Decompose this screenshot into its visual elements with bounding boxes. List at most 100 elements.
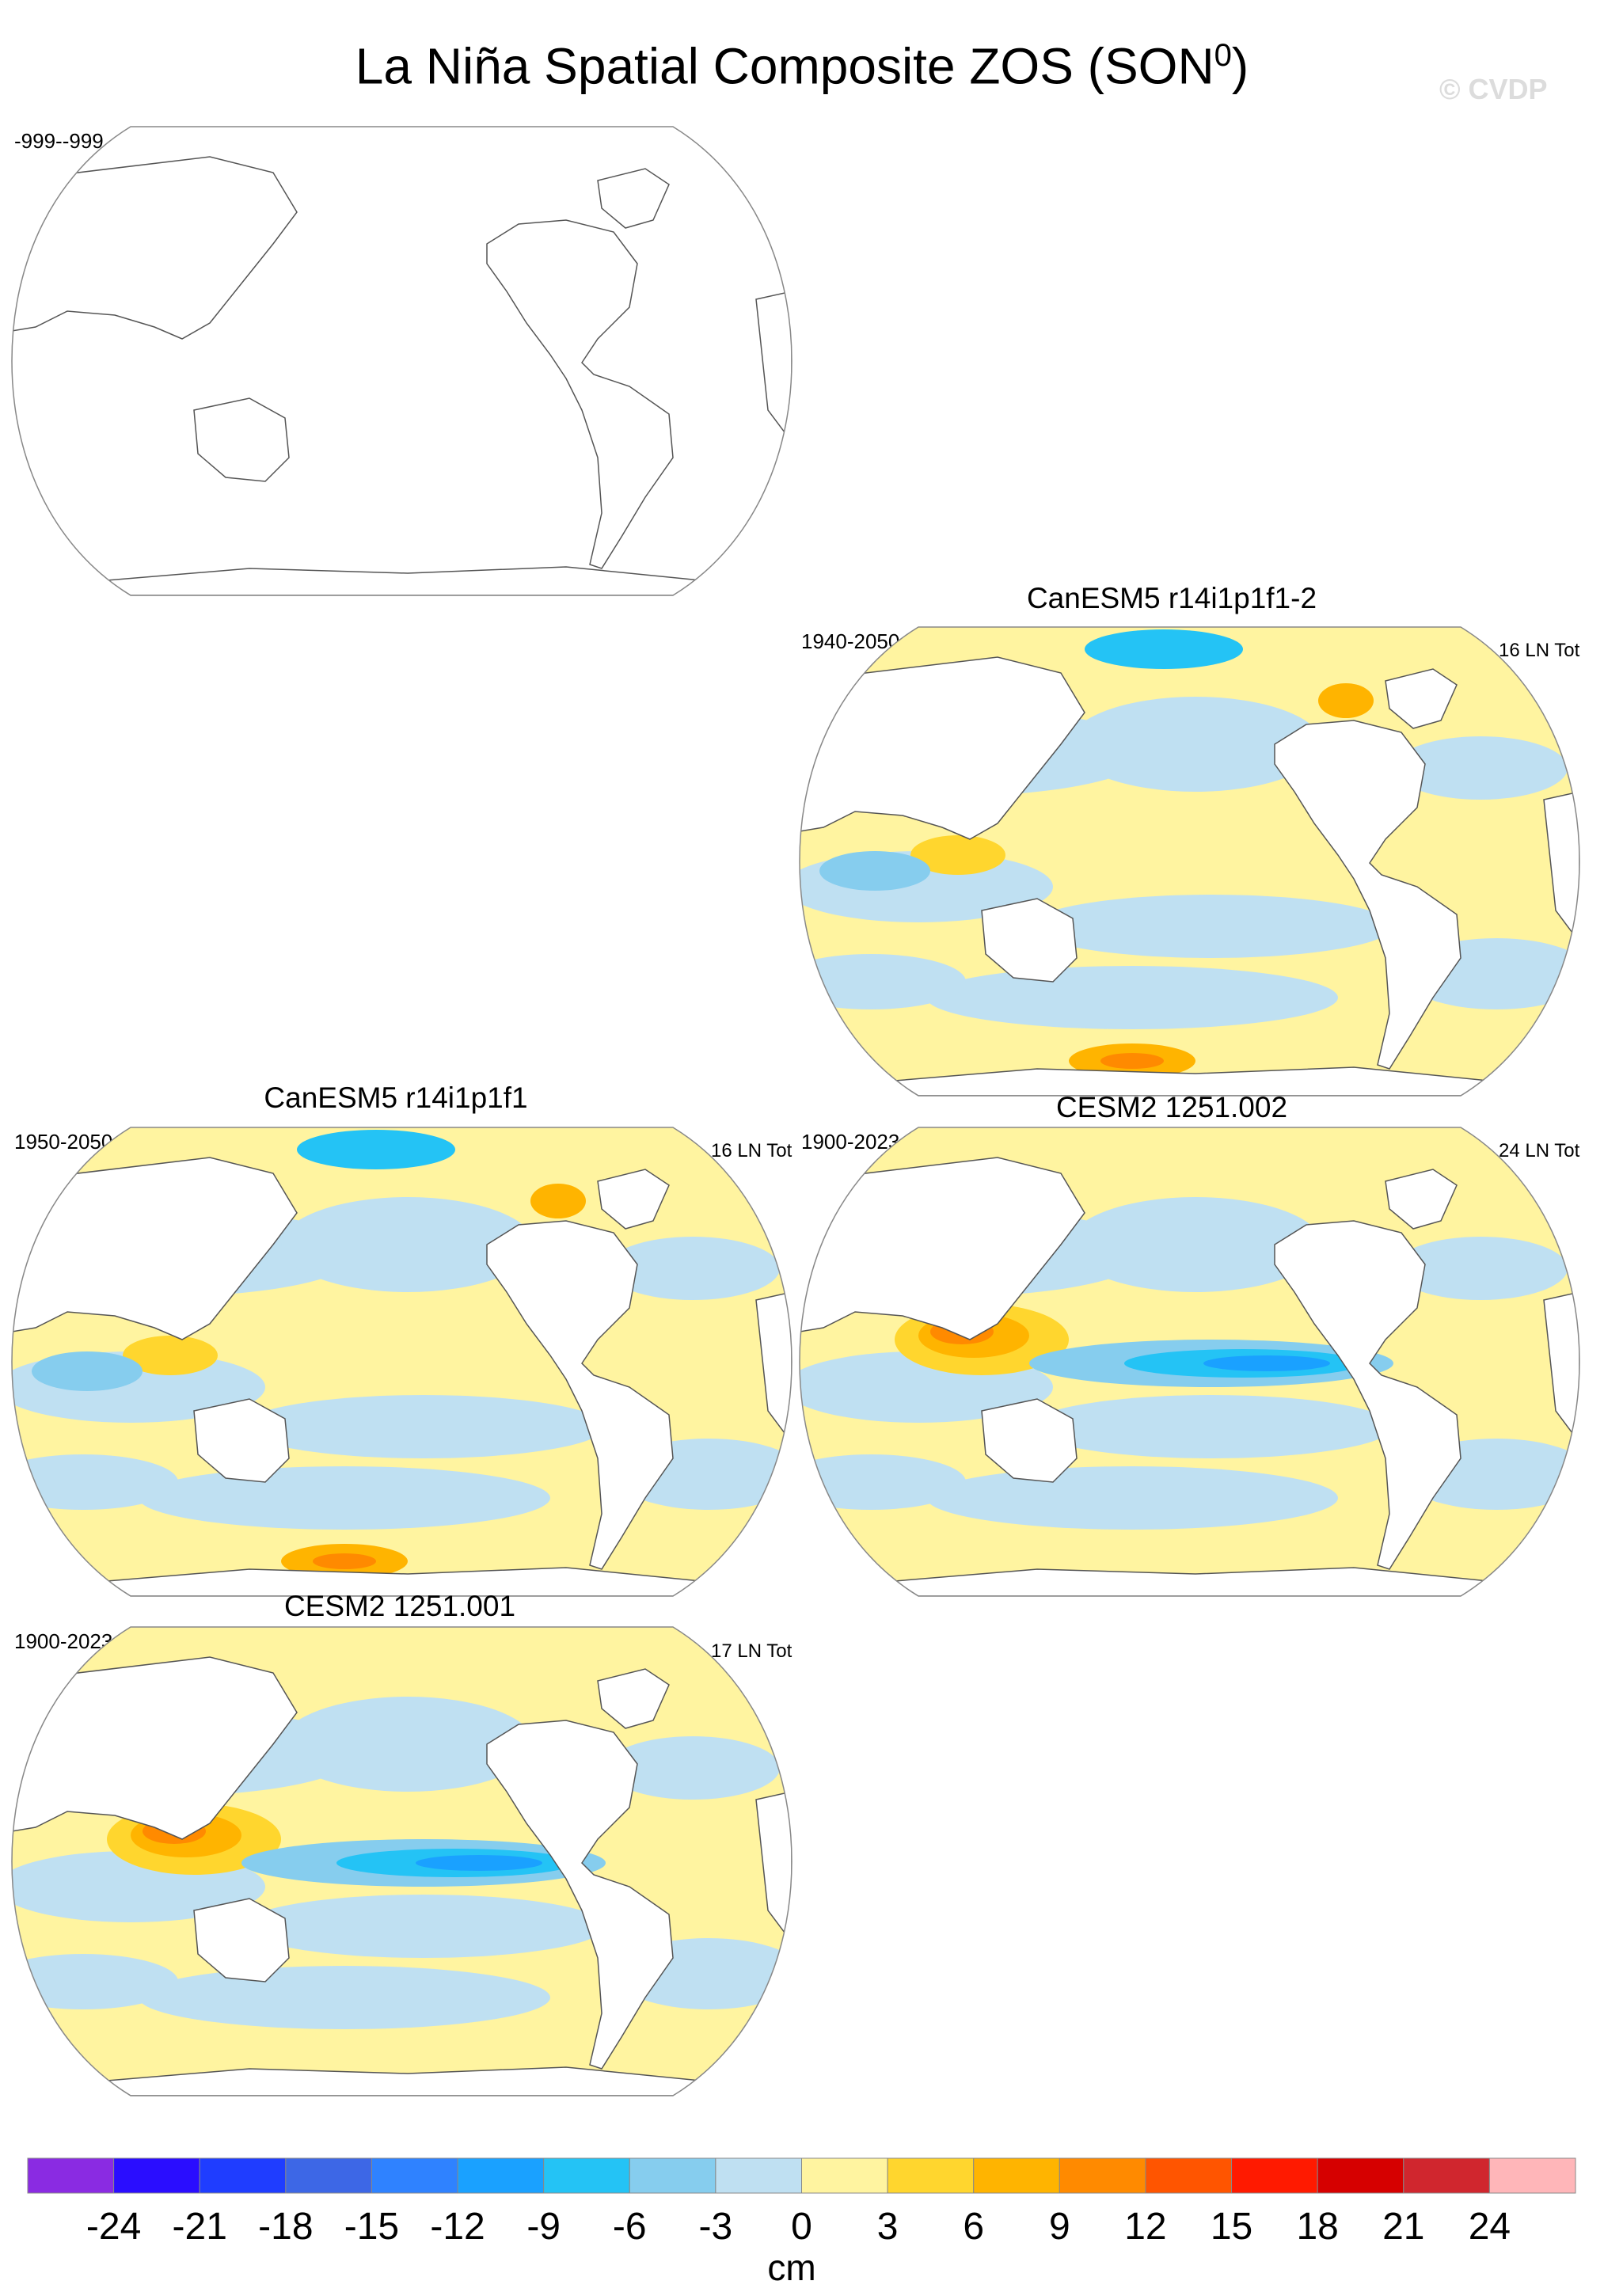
watermark: © CVDP [1439,73,1548,105]
title-main: La Niña Spatial Composite ZOS (SON [355,37,1214,95]
continent-outline [892,1567,1491,1596]
continent-outline [193,397,290,482]
world-map [11,126,792,596]
continent-outline [12,1157,298,1340]
continent-outline [1543,1291,1579,1445]
title-end: ) [1231,37,1249,95]
world-map [11,1127,792,1597]
continent-outline [755,291,792,444]
continent-outline [800,1157,1085,1340]
anomaly-negative-region [1069,697,1322,792]
map-border [11,1127,792,1597]
panel-count: 16 LN Tot [1499,640,1580,661]
anomaly-cold-tongue-max [1203,1355,1330,1371]
anomaly-positive-region [123,1336,218,1375]
colorbar-swatch [1488,2157,1576,2194]
continent-outline [800,656,1085,840]
colorbar-tick-label: -15 [344,2206,399,2248]
map-border [799,626,1580,1097]
colorbar: -24 -21 -18 -15 -12 -9 -6 -3 0 3 6 9 12 15 18 21 24 cm [27,2157,1576,2288]
continent-outline [486,219,674,569]
anomaly-negative-region [800,1454,966,1510]
anomaly-cold-tongue-max [416,1855,542,1871]
continent-outline [1543,791,1579,945]
panel-period: -999--999 [14,129,104,153]
continent-outline [105,1567,703,1596]
continent-outline [105,2066,703,2096]
colorbar-swatch [371,2157,458,2194]
colorbar-swatch [199,2157,287,2194]
continent-outline [1274,720,1461,1070]
colorbar-swatch [1231,2157,1318,2194]
anomaly-negative-region [241,1895,606,1958]
anomaly-negative-region [139,1466,550,1530]
continent-outline [597,1169,670,1230]
anomaly-negative-region [800,954,966,1009]
anomaly-negative-region [281,1697,534,1792]
continent-outline [193,1398,290,1483]
continent-outline [981,1398,1078,1483]
map-border [11,126,792,596]
anomaly-negative-region [819,851,930,891]
colorbar-tick-label: 21 [1382,2206,1424,2248]
colorbar-tick-label: 0 [791,2206,812,2248]
colorbar-swatch [887,2157,975,2194]
continent-outline [597,168,670,229]
anomaly-negative-region [281,1197,534,1292]
anomaly-negative-region [241,1395,606,1458]
anomaly-negative-region [606,1237,780,1300]
panel-count: 16 LN Tot [711,1140,792,1161]
anomaly-negative-region [1029,1395,1393,1458]
colorbar-tick-label: -24 [86,2206,141,2248]
colorbar-swatch [715,2157,803,2194]
anomaly-positive-core [1100,1053,1164,1069]
panel-period: 1950-2050 [14,1130,113,1154]
colorbar-tick-label: 12 [1124,2206,1166,2248]
panel-title: CESM2 1251.001 [283,1590,516,1622]
continent-outline [12,156,298,340]
world-map [11,1626,792,2096]
anomaly-negative-region [606,1736,780,1800]
anomaly-positive-core [313,1553,376,1569]
world-map [799,626,1580,1097]
anomaly-positive-region [1318,683,1374,718]
panel-title: CanESM5 r14i1p1f1 [264,1081,528,1114]
colorbar-swatch [629,2157,716,2194]
continent-outline [1385,668,1458,729]
colorbar-swatch [543,2157,630,2194]
colorbar-swatch [27,2157,115,2194]
continent-outline [892,1066,1491,1096]
colorbar-tick-label: 3 [877,2206,899,2248]
colorbar-tick-label: 15 [1211,2206,1252,2248]
colorbar-swatch [457,2157,545,2194]
anomaly-negative-region [32,1351,143,1391]
anomaly-negative-region [1069,1197,1322,1292]
anomaly-negative-region [926,966,1338,1029]
colorbar-swatch [973,2157,1060,2194]
panel-title: CanESM5 r14i1p1f1-2 [1026,582,1317,614]
colorbar-tick-label: -12 [430,2206,485,2248]
continent-outline [755,1791,792,1944]
continent-outline [193,1898,290,1982]
colorbar-tick-label: -6 [613,2206,647,2248]
panel-title: CESM2 1251.002 [1055,1091,1288,1123]
continent-outline [1274,1220,1461,1570]
colorbar-tick-label: -21 [173,2206,227,2248]
colorbar-swatch [285,2157,372,2194]
continent-outline [981,898,1078,983]
colorbar-unit: cm [767,2247,815,2288]
panel-count: 17 LN Tot [711,1640,792,1662]
continent-outline [597,1668,670,1729]
anomaly-negative-region [1393,736,1568,800]
panel-period: 1900-2023 [801,1130,900,1154]
continent-outline [1385,1169,1458,1230]
anomaly-negative-region [139,1966,550,2029]
colorbar-swatch [1059,2157,1146,2194]
anomaly-negative-region [926,1466,1338,1530]
title-superscript: 0 [1214,38,1232,73]
anomaly-positive-region [910,835,1005,875]
colorbar-swatch [1403,2157,1490,2194]
continent-outline [486,1220,674,1570]
colorbar-tick-label: -9 [526,2206,561,2248]
figure-title: La Niña Spatial Composite ZOS (SON0) [0,24,1604,97]
